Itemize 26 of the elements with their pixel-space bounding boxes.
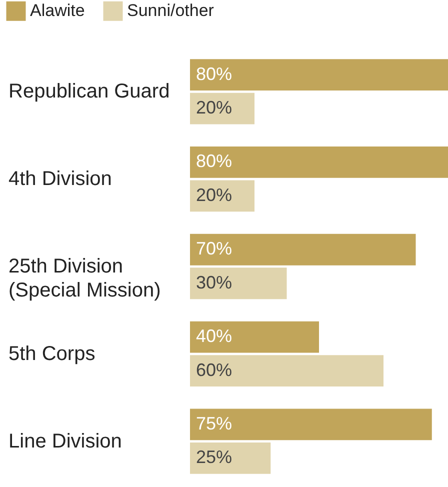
bar <box>190 268 287 300</box>
bar <box>190 234 416 266</box>
data-label: 20% <box>196 184 232 205</box>
data-label: 20% <box>196 98 232 118</box>
y-tick-label: Republican Guard <box>8 80 170 103</box>
y-tick-label: 5th Corps <box>8 342 96 365</box>
legend-label: Sunni/other <box>127 1 214 20</box>
data-label: 75% <box>196 413 232 434</box>
data-label: 80% <box>196 151 232 172</box>
data-label: 40% <box>196 326 232 346</box>
bar <box>190 59 448 91</box>
data-label: 70% <box>196 238 232 259</box>
bar <box>190 355 384 386</box>
y-tick-label: Line Division <box>8 430 122 452</box>
bar <box>190 408 432 440</box>
bar <box>190 442 271 474</box>
y-tick-label: 4th Division <box>8 168 112 190</box>
data-label: 60% <box>196 360 232 380</box>
data-label: 25% <box>196 447 232 468</box>
bar <box>190 146 448 178</box>
bar <box>190 321 319 353</box>
bar <box>190 92 254 124</box>
y-tick-label: 25th Division (Special Mission) <box>8 256 161 302</box>
data-label: 30% <box>196 272 232 292</box>
legend-label: Alawite <box>30 1 85 20</box>
data-label: 80% <box>196 64 232 84</box>
